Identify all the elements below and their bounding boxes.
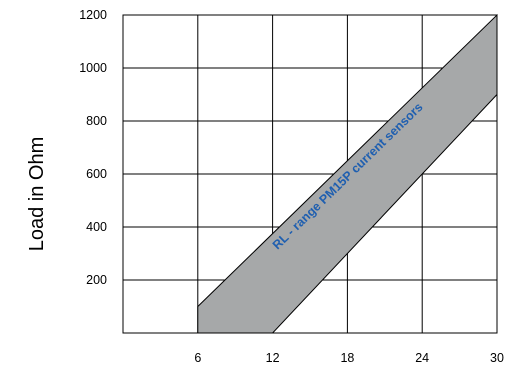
- x-tick-label: 18: [340, 351, 354, 365]
- y-tick-label: 200: [86, 273, 107, 287]
- y-tick-label: 800: [86, 114, 107, 128]
- y-tick-labels: 200 400 600 800 1000 1200: [79, 8, 107, 287]
- plot-frame: [122, 14, 498, 334]
- x-tick-label: 30: [490, 351, 504, 365]
- y-tick-label: 1000: [79, 61, 107, 75]
- y-tick-label: 600: [86, 167, 107, 181]
- x-tick-label: 24: [415, 351, 429, 365]
- y-tick-label: 400: [86, 220, 107, 234]
- x-tick-label: 6: [194, 351, 201, 365]
- x-tick-label: 12: [266, 351, 280, 365]
- x-tick-labels: 6 12 18 24 30: [194, 351, 504, 365]
- y-tick-label: 1200: [79, 8, 107, 22]
- y-axis-label: Load in Ohm: [26, 137, 48, 252]
